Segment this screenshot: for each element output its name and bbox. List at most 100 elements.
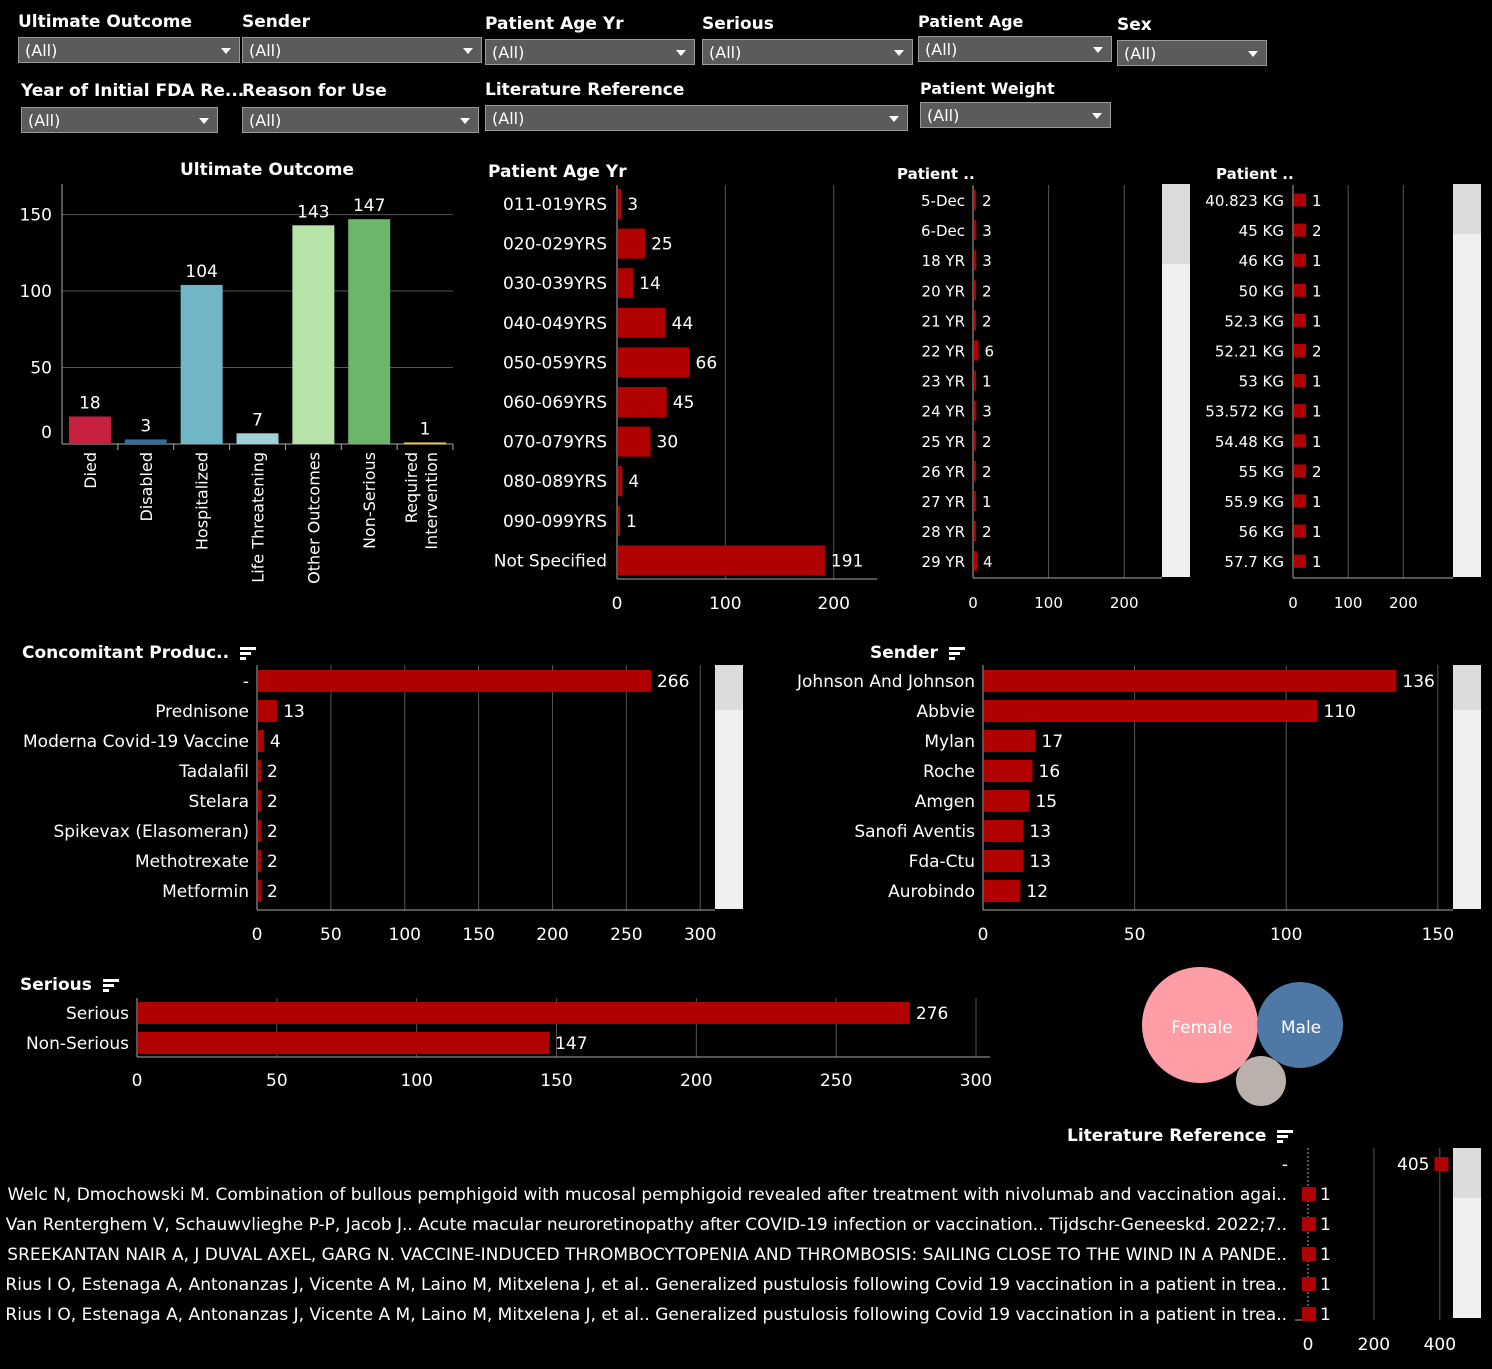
chevron-down-icon	[221, 48, 231, 54]
literature-bar	[1302, 1187, 1316, 1201]
concomitant-tick-label: 150	[462, 925, 494, 945]
patient-age-value-label: 1	[982, 493, 992, 511]
patient-age-tick-label: 100	[1034, 594, 1063, 612]
serious-tick-label: 200	[680, 1071, 712, 1091]
sender-bar	[984, 790, 1030, 812]
concomitant-value-label: 2	[267, 882, 278, 902]
sender-bar	[984, 760, 1033, 782]
scrollbar-thumb[interactable]	[715, 665, 743, 710]
patient-age-dropdown[interactable]: (All)	[918, 36, 1112, 62]
dropdown-value: (All)	[492, 43, 525, 62]
sender-scrollbar[interactable]	[1453, 665, 1481, 909]
scrollbar-thumb[interactable]	[1453, 665, 1481, 710]
outcome-bar	[292, 225, 335, 444]
sex-dropdown[interactable]: (All)	[1117, 40, 1267, 66]
sender-category-label: Roche	[923, 762, 975, 782]
outcome-bar	[124, 439, 167, 444]
reason-for-use-dropdown[interactable]: (All)	[242, 107, 479, 133]
serious-dropdown[interactable]: (All)	[702, 39, 913, 65]
serious-category-label: Non-Serious	[26, 1034, 129, 1054]
age-tick-label: 200	[817, 594, 849, 614]
filter-patient-age-yr: Patient Age Yr (All)	[485, 14, 695, 70]
outcome-tick-label: 150	[20, 206, 52, 226]
sender-dropdown[interactable]: (All)	[242, 37, 482, 63]
sort-icon[interactable]	[1276, 1128, 1294, 1144]
concomitant-bar	[258, 670, 651, 692]
dropdown-value: (All)	[925, 40, 958, 59]
literature-value-label: 1	[1320, 1305, 1331, 1325]
outcome-tick-label: 0	[41, 423, 52, 443]
filter-ultimate-outcome: Ultimate Outcome (All)	[18, 12, 240, 68]
concomitant-category-label: Tadalafil	[178, 762, 249, 782]
weight-bar	[1294, 524, 1306, 538]
concomitant-value-label: 2	[267, 852, 278, 872]
outcome-bar	[404, 442, 447, 445]
sort-icon[interactable]	[948, 645, 966, 661]
serious-category-label: Serious	[66, 1004, 129, 1024]
literature-value-label: 1	[1320, 1275, 1331, 1295]
literature-reference-dropdown[interactable]: (All)	[485, 105, 908, 131]
concomitant-tick-label: 250	[610, 925, 642, 945]
patient-age-bar	[974, 310, 976, 331]
weight-value-label: 1	[1312, 282, 1322, 300]
sort-icon[interactable]	[239, 645, 257, 661]
scrollbar-thumb[interactable]	[1162, 184, 1190, 264]
patient-age-value-label: 3	[982, 252, 992, 270]
patient-age-scrollbar[interactable]	[1162, 184, 1190, 577]
outcome-value-label: 18	[79, 393, 101, 413]
outcome-category-label: Disabled	[137, 452, 156, 522]
sender-value-label: 15	[1035, 792, 1057, 812]
concomitant-scrollbar[interactable]	[715, 665, 743, 909]
sender-bar	[984, 670, 1397, 692]
chevron-down-icon	[1093, 47, 1103, 53]
sender-tick-label: 100	[1270, 925, 1302, 945]
scrollbar-thumb[interactable]	[1453, 1148, 1481, 1198]
concomitant-bar	[258, 730, 264, 752]
age-bar	[618, 387, 667, 417]
year-initial-fda-dropdown[interactable]: (All)	[21, 107, 218, 133]
outcome-category-label: Life Threatening	[249, 452, 268, 583]
dropdown-value: (All)	[249, 111, 282, 130]
chevron-down-icon	[199, 118, 209, 124]
serious-value-label: 147	[555, 1034, 587, 1054]
outcome-value-label: 7	[252, 410, 263, 430]
concomitant-bar	[258, 880, 261, 902]
age-bar	[618, 307, 666, 338]
weight-bar	[1294, 344, 1306, 357]
age-category-label: 080-089YRS	[503, 472, 607, 492]
serious-chart-title: Serious	[20, 975, 120, 995]
literature-category-label: Welc N, Dmochowski M. Combination of bul…	[7, 1185, 1287, 1205]
literature-category-label: -	[1282, 1155, 1288, 1175]
weight-category-label: 55 KG	[1239, 463, 1284, 481]
literature-value-label: 1	[1320, 1215, 1331, 1235]
sort-icon[interactable]	[102, 977, 120, 993]
ultimate-outcome-dropdown[interactable]: (All)	[18, 37, 240, 63]
scrollbar-thumb[interactable]	[1453, 184, 1481, 234]
concomitant-title-text: Concomitant Produc..	[22, 643, 230, 663]
sender-bar	[984, 730, 1036, 752]
patient-weight-dropdown[interactable]: (All)	[920, 102, 1111, 128]
weight-scrollbar[interactable]	[1453, 184, 1481, 577]
patient-age-bar	[974, 190, 976, 210]
serious-tick-label: 0	[132, 1071, 143, 1091]
patient-age-yr-dropdown[interactable]: (All)	[485, 39, 695, 65]
sender-chart-title: Sender	[870, 643, 966, 663]
patient-age-category-label: 26 YR	[922, 463, 965, 481]
sender-tick-label: 150	[1422, 925, 1454, 945]
age-value-label: 45	[673, 393, 695, 413]
filter-label: Serious	[702, 14, 774, 34]
sex-bubble-label: Male	[1281, 1018, 1321, 1038]
literature-scrollbar[interactable]	[1453, 1148, 1481, 1318]
weight-bar	[1294, 404, 1306, 418]
patient-age-category-label: 28 YR	[922, 523, 965, 541]
filter-sex: Sex (All)	[1117, 15, 1267, 71]
filter-label: Patient Age Yr	[485, 14, 624, 34]
weight-category-label: 53.572 KG	[1205, 403, 1284, 421]
concomitant-category-label: Metformin	[162, 882, 249, 902]
filter-label: Year of Initial FDA Re...	[21, 81, 245, 101]
literature-bar	[1302, 1247, 1316, 1261]
sender-category-label: Johnson And Johnson	[796, 672, 975, 692]
sender-value-label: 136	[1402, 672, 1434, 692]
weight-bar	[1294, 193, 1306, 207]
sex-bubble-label: Female	[1171, 1018, 1232, 1038]
